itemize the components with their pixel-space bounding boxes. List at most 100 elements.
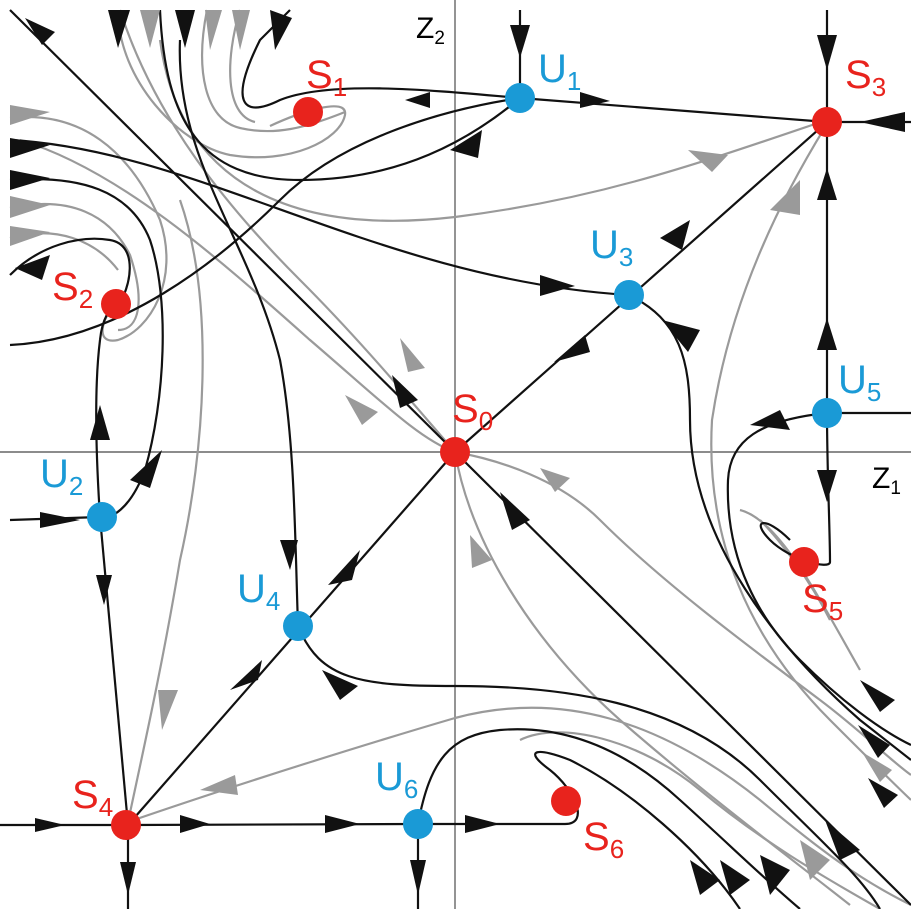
arrowhead bbox=[800, 840, 830, 880]
arrowhead bbox=[10, 138, 50, 158]
label-s4: S4 bbox=[72, 773, 113, 822]
arrowhead bbox=[25, 18, 55, 45]
stable-points bbox=[101, 97, 842, 840]
trajectory bbox=[158, 9, 521, 182]
arrowhead bbox=[400, 338, 425, 372]
z1-axis-label: Z1 bbox=[872, 462, 901, 499]
arrowhead bbox=[690, 860, 720, 895]
trajectory-gray bbox=[9, 203, 140, 332]
arrowhead bbox=[720, 860, 750, 895]
fixed-point-s5 bbox=[789, 547, 819, 577]
label-s0: S0 bbox=[452, 387, 493, 436]
fixed-point-u3 bbox=[614, 280, 644, 310]
arrowhead bbox=[10, 105, 50, 125]
arrowhead bbox=[328, 550, 360, 585]
trajectory-gray bbox=[519, 731, 881, 909]
fixed-point-s0 bbox=[440, 437, 470, 467]
arrowhead bbox=[280, 540, 298, 570]
trajectory-gray bbox=[19, 138, 456, 454]
arrowhead bbox=[580, 92, 610, 108]
arrowhead bbox=[868, 778, 898, 808]
fixed-point-u6 bbox=[403, 809, 433, 839]
fixed-point-u2 bbox=[87, 502, 117, 532]
trajectory bbox=[127, 822, 419, 827]
arrowhead bbox=[540, 468, 570, 492]
arrowhead bbox=[345, 395, 378, 425]
arrowheads bbox=[10, 10, 905, 895]
fixed-point-s2 bbox=[101, 289, 131, 319]
arrowhead bbox=[90, 405, 110, 440]
trajectory-gray bbox=[453, 451, 851, 906]
trajectory bbox=[9, 178, 164, 519]
arrowhead bbox=[825, 820, 860, 860]
label-s3: S3 bbox=[845, 53, 886, 102]
arrowhead bbox=[860, 680, 895, 712]
arrowhead bbox=[410, 860, 426, 895]
label-s1: S1 bbox=[306, 53, 347, 102]
arrowhead bbox=[180, 815, 210, 833]
arrowhead bbox=[392, 375, 418, 408]
trajectory-gray bbox=[118, 9, 456, 453]
arrowhead bbox=[760, 855, 790, 895]
arrowhead bbox=[405, 92, 430, 108]
arrowhead bbox=[540, 275, 575, 296]
arrowhead bbox=[510, 25, 530, 58]
label-u6: U6 bbox=[375, 755, 418, 804]
trajectory bbox=[9, 96, 521, 347]
unstable-points bbox=[87, 83, 842, 839]
trajectory bbox=[178, 39, 300, 627]
trajectory-diagonal-main bbox=[9, 9, 456, 453]
trajectory-gray bbox=[710, 123, 911, 801]
arrowhead bbox=[817, 35, 837, 70]
arrowhead bbox=[465, 815, 500, 833]
arrowhead bbox=[450, 130, 482, 158]
arrowhead bbox=[35, 818, 65, 832]
trajectory bbox=[296, 625, 881, 909]
arrowhead bbox=[322, 670, 358, 700]
trajectory-gray bbox=[158, 39, 816, 222]
z2-axis-label: Z2 bbox=[416, 12, 445, 49]
arrowhead bbox=[817, 168, 837, 200]
label-s2: S2 bbox=[52, 265, 93, 314]
label-s6: S6 bbox=[583, 815, 624, 864]
fixed-point-s4 bbox=[111, 810, 141, 840]
trajectory-gray bbox=[116, 9, 347, 159]
arrowhead bbox=[15, 255, 50, 280]
arrowhead bbox=[158, 690, 178, 730]
arrowhead bbox=[750, 410, 790, 430]
arrowhead bbox=[10, 196, 50, 218]
label-u5: U5 bbox=[838, 358, 881, 407]
trajectory bbox=[241, 9, 521, 109]
trajectory-gray bbox=[126, 199, 204, 823]
arrowhead bbox=[10, 170, 50, 190]
arrowhead bbox=[688, 150, 728, 172]
trajectory-gray bbox=[127, 706, 911, 906]
fixed-point-s3 bbox=[812, 107, 842, 137]
arrowhead bbox=[660, 220, 690, 250]
trajectory bbox=[759, 412, 832, 566]
label-u2: U2 bbox=[40, 452, 83, 501]
arrowhead bbox=[554, 335, 590, 362]
arrowhead bbox=[140, 10, 160, 48]
label-u1: U1 bbox=[538, 47, 581, 96]
label-s5: S5 bbox=[802, 577, 843, 626]
trajectory-gray bbox=[739, 508, 861, 671]
arrowhead bbox=[96, 575, 112, 605]
fixed-point-u5 bbox=[812, 398, 842, 428]
fixed-point-u1 bbox=[505, 83, 535, 113]
trajectory bbox=[9, 237, 131, 306]
arrowhead bbox=[862, 752, 892, 782]
label-u3: U3 bbox=[590, 223, 633, 272]
trajectory-gray bbox=[9, 115, 168, 342]
arrowhead bbox=[500, 492, 530, 530]
arrowhead bbox=[120, 862, 136, 895]
trajectory bbox=[519, 96, 828, 124]
arrowhead bbox=[40, 512, 80, 528]
arrowhead bbox=[108, 10, 130, 48]
arrowhead bbox=[817, 470, 837, 502]
arrowhead bbox=[817, 318, 837, 350]
arrowhead bbox=[270, 10, 292, 50]
trajectory bbox=[628, 294, 911, 761]
arrowhead bbox=[470, 535, 492, 568]
